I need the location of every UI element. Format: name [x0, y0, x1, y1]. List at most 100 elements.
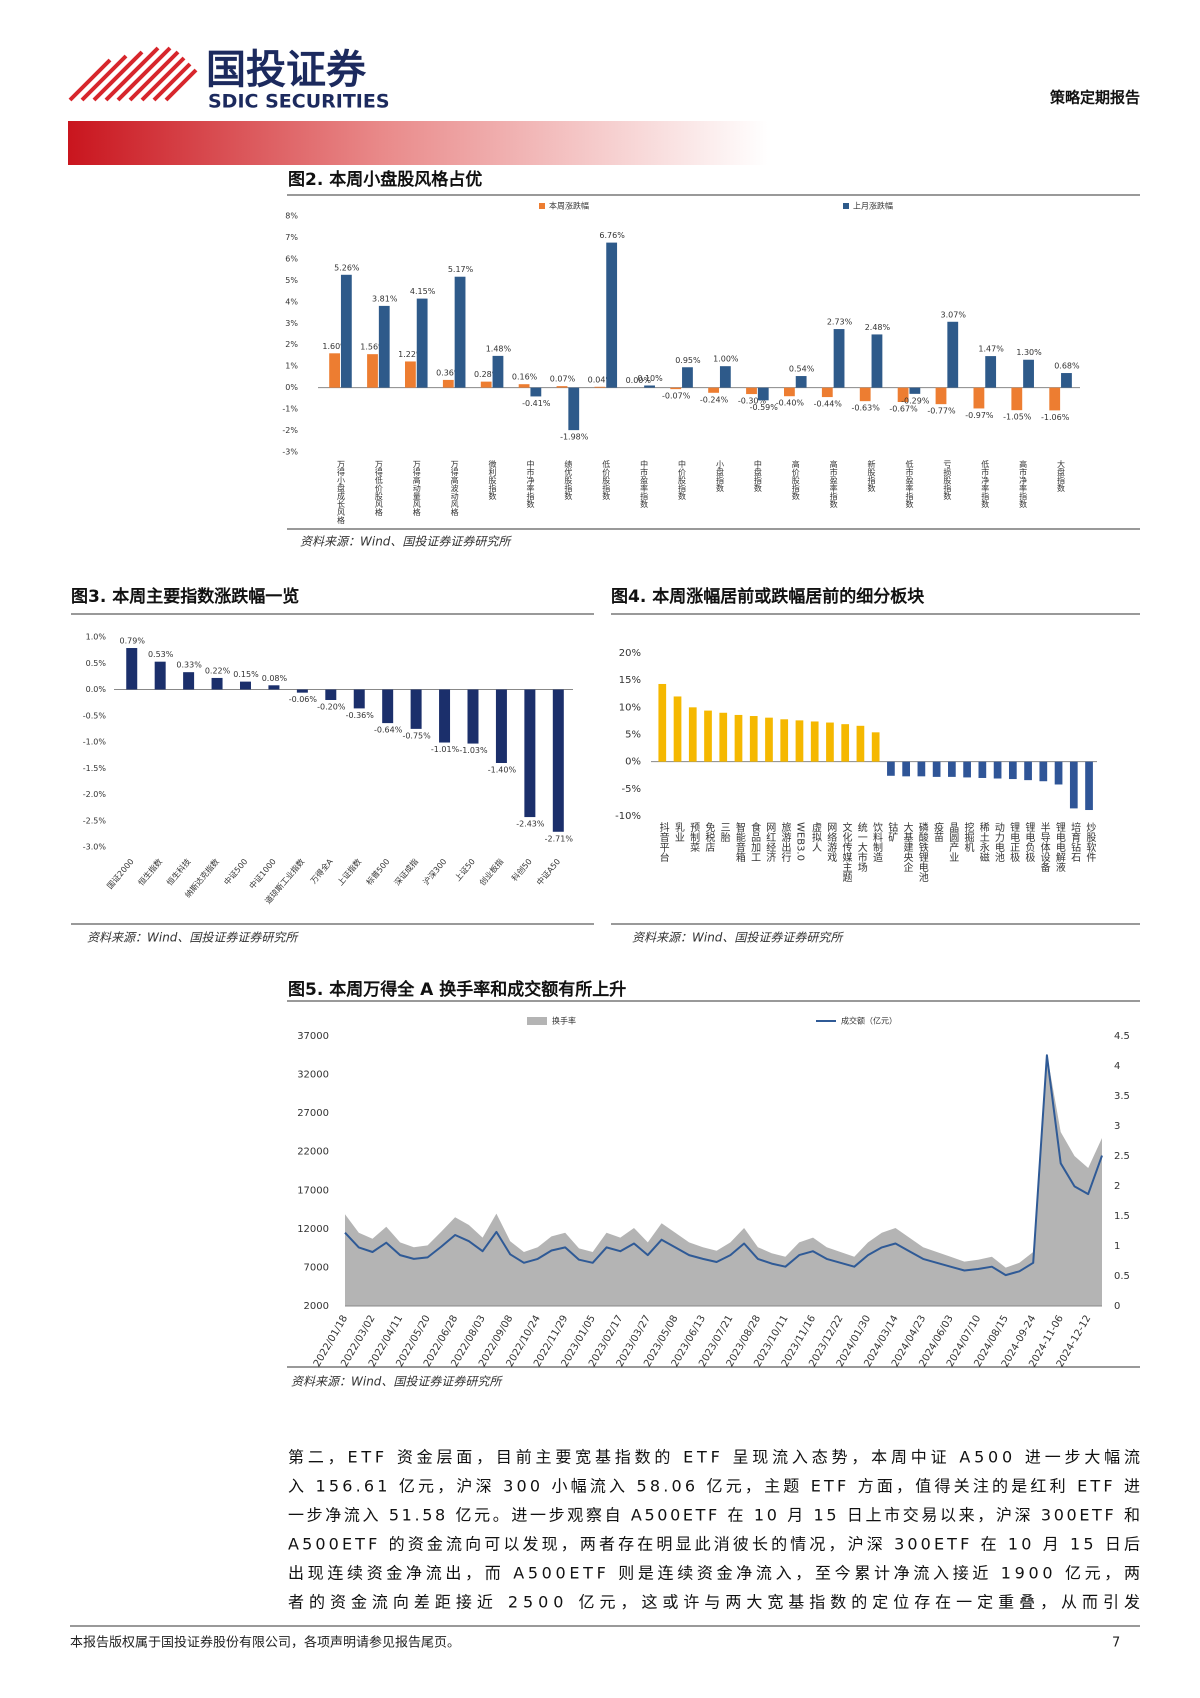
- area: [345, 1054, 1102, 1306]
- y-tick-label: 27000: [297, 1108, 329, 1119]
- bar: [353, 689, 365, 709]
- x-tick-label: 疫苗: [931, 821, 943, 843]
- data-label: 4.15%: [410, 287, 436, 296]
- x-tick-label: 食品加工: [749, 821, 761, 862]
- legend-swatch: [527, 1017, 547, 1025]
- data-label: 1.48%: [486, 344, 512, 353]
- x-tick-label: 锂电正极: [1008, 822, 1020, 863]
- data-label: -1.01%: [431, 745, 460, 754]
- y-tick-label: 2000: [304, 1301, 329, 1312]
- x-tick-label: 高市净率指数: [1019, 459, 1028, 509]
- bar: [556, 386, 568, 388]
- bar: [902, 761, 911, 777]
- data-label: 0.28%: [474, 370, 500, 379]
- bar: [871, 732, 880, 762]
- body-text: 第二，ETF 资金层面，目前主要宽基指数的 ETF 呈现流入态势，本周中证 A5…: [288, 1448, 1140, 1467]
- bar: [405, 361, 416, 388]
- bar: [239, 681, 251, 690]
- legend-swatch: [539, 203, 545, 209]
- bar: [859, 387, 871, 402]
- y-tick-label: 0.0%: [86, 685, 107, 694]
- x-tick-label: 锂电负极: [1023, 822, 1035, 863]
- bar: [833, 329, 845, 388]
- x-tick-label: 万得小盘成长风格: [336, 460, 345, 525]
- bar: [367, 354, 378, 388]
- figure-source: 资料来源：Wind、国投证券证券研究所: [87, 931, 299, 945]
- x-tick-label: 大基建央企: [901, 821, 913, 872]
- data-label: 3.07%: [941, 310, 967, 319]
- y-tick-label: 3%: [285, 319, 298, 328]
- bar: [765, 717, 773, 762]
- x-tick-label: 钴矿: [886, 822, 898, 843]
- bar: [416, 298, 428, 388]
- x-tick-label: 小盘指数: [715, 460, 724, 493]
- bar: [1024, 761, 1032, 781]
- data-label: 5.26%: [334, 263, 360, 272]
- data-label: 5.17%: [448, 265, 474, 274]
- x-tick-label: 旅游出行: [779, 821, 791, 863]
- bar: [606, 242, 618, 388]
- y-tick-label: 22000: [297, 1147, 329, 1158]
- bar: [439, 689, 451, 743]
- x-tick-label: 创业板指: [477, 856, 505, 887]
- y-tick-label: -1.0%: [83, 738, 107, 747]
- bar: [329, 353, 341, 388]
- y-tick-label: 12000: [297, 1224, 329, 1235]
- x-tick-label: 预制菜: [688, 822, 700, 853]
- y-tick-label: 0.5%: [86, 659, 107, 668]
- data-label: -2.71%: [545, 834, 574, 843]
- data-label: -0.24%: [700, 395, 729, 404]
- legend-label: 本周涨跌幅: [549, 201, 589, 211]
- y-tick-label: 32000: [297, 1070, 329, 1081]
- x-tick-label: 低价股指数: [602, 459, 611, 501]
- x-tick-label: 沪深300: [421, 856, 449, 886]
- data-label: -0.59%: [750, 403, 779, 412]
- x-tick-label: 恒生指数: [136, 856, 164, 887]
- bar: [670, 387, 682, 390]
- data-label: 0.68%: [1054, 362, 1080, 371]
- bar: [973, 387, 985, 409]
- figure-title: 图4. 本周涨幅居前或跌幅居前的细分板块: [611, 586, 925, 607]
- bar: [985, 356, 997, 388]
- data-label: 0.53%: [148, 650, 174, 659]
- y-tick-label: -0.5%: [83, 711, 107, 720]
- y2-tick-label: 1.5: [1114, 1211, 1130, 1222]
- data-label: 0.00%: [626, 376, 652, 385]
- x-tick-label: 低市盈率指数: [905, 459, 914, 509]
- x-tick-label: 中证500: [222, 856, 250, 886]
- x-tick-label: 中盘指数: [753, 459, 762, 493]
- data-label: -0.40%: [776, 399, 805, 408]
- data-label: -1.05%: [1003, 413, 1032, 422]
- data-label: 1.30%: [1016, 348, 1042, 357]
- x-tick-label: 中市净率指数: [526, 459, 535, 509]
- y-tick-label: 2%: [285, 340, 298, 349]
- y-tick-label: -3%: [282, 448, 298, 457]
- bar: [1085, 761, 1093, 811]
- data-label: -0.97%: [965, 411, 994, 420]
- bar: [1054, 761, 1063, 785]
- x-tick-label: 科创50: [509, 856, 533, 882]
- bar: [325, 689, 337, 700]
- bar: [378, 305, 390, 388]
- bar: [524, 689, 536, 818]
- bar: [784, 387, 795, 397]
- body-text: 者的资金流向差距接近 2500 亿元，这或许与两大宽基指数的定位存在一定重叠，从…: [288, 1593, 1140, 1612]
- y-tick-label: 5%: [285, 276, 298, 285]
- bar: [932, 761, 941, 777]
- bar: [719, 712, 728, 762]
- x-tick-label: 磷酸铁锂电池: [916, 821, 928, 882]
- x-tick-label: 亏损股指数: [943, 460, 952, 501]
- y-tick-label: -5%: [622, 784, 641, 795]
- x-tick-label: 网红经济: [764, 822, 776, 862]
- y-tick-label: 37000: [297, 1031, 329, 1042]
- page-number: 7: [1112, 1636, 1120, 1651]
- bar: [1039, 761, 1048, 782]
- bar: [917, 761, 926, 777]
- bar: [704, 710, 712, 762]
- y-tick-label: 10%: [619, 702, 641, 713]
- bar: [935, 387, 947, 405]
- bar: [530, 387, 542, 397]
- data-label: 1.22%: [398, 350, 424, 359]
- x-tick-label: 万得低价股风格: [374, 460, 383, 517]
- body-text: 一步净流入 51.58 亿元。进一步观察自 A500ETF 在 10 月 15 …: [288, 1506, 1140, 1525]
